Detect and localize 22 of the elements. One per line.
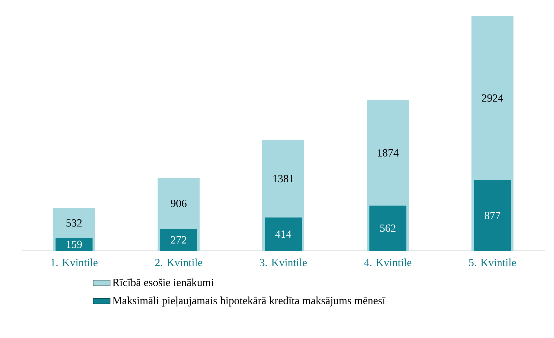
legend-label: Maksimāli pieļaujamais hipotekārā kredīta maksājums mēnesī (112, 296, 386, 307)
bar (56, 238, 93, 251)
bar (265, 218, 302, 251)
data-label: 906 (171, 200, 187, 208)
data-label: 272 (171, 236, 187, 244)
x-tick-label: 5. Kvintile (469, 258, 516, 267)
data-label: 2924 (482, 94, 504, 102)
x-tick-label: 2. Kvintile (155, 258, 202, 267)
data-label: 1874 (378, 149, 399, 157)
x-tick-label: 3. Kvintile (260, 258, 308, 267)
bar (474, 180, 512, 251)
data-label: 562 (380, 224, 396, 232)
data-label: 877 (484, 212, 501, 220)
x-tick-label: 1. Kvintile (51, 258, 98, 267)
legend-label: Rīcībā esošie ienākumi (112, 278, 214, 286)
data-label: 532 (66, 220, 82, 227)
bar (160, 229, 198, 251)
x-tick-label: 4. Kvintile (364, 258, 412, 267)
data-label: 414 (276, 230, 292, 238)
data-label: 1381 (274, 175, 294, 183)
data-label: 159 (67, 240, 82, 248)
bar (370, 206, 407, 251)
